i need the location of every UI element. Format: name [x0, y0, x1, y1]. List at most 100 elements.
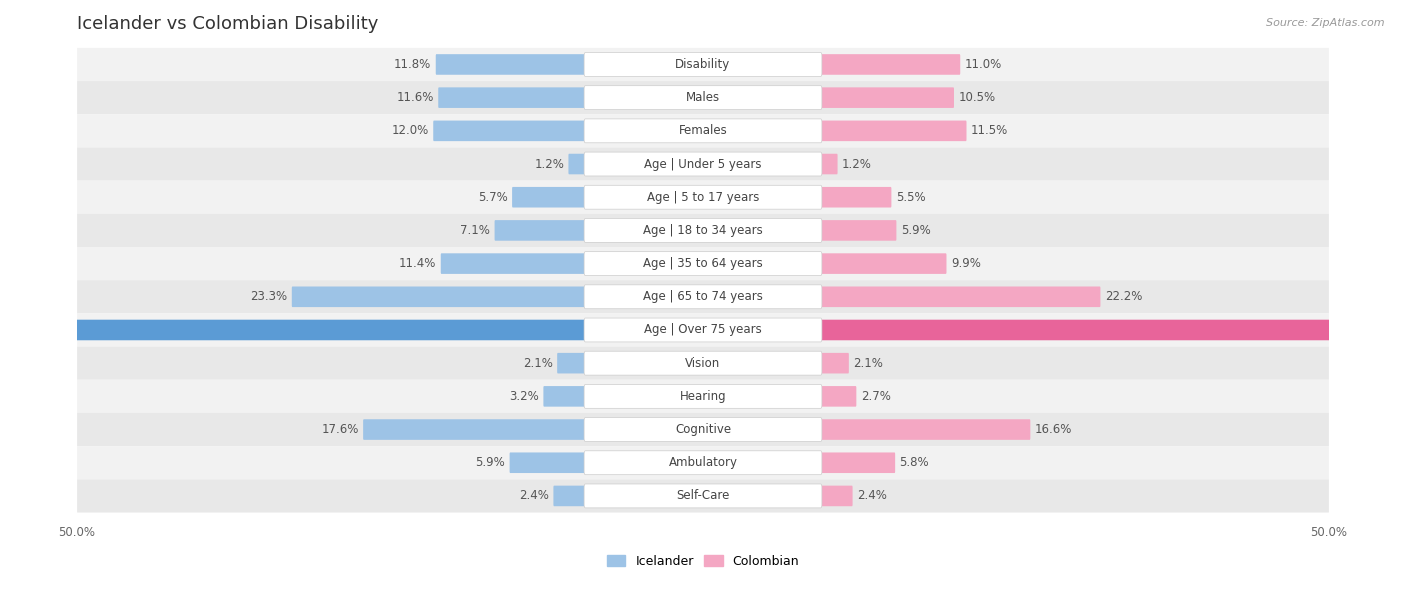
FancyBboxPatch shape: [583, 417, 823, 441]
FancyBboxPatch shape: [557, 353, 585, 373]
Text: 46.7%: 46.7%: [6, 324, 46, 337]
Text: Age | Under 5 years: Age | Under 5 years: [644, 157, 762, 171]
Text: 11.0%: 11.0%: [965, 58, 1002, 71]
Text: Hearing: Hearing: [679, 390, 727, 403]
Text: 3.2%: 3.2%: [509, 390, 538, 403]
Text: 11.5%: 11.5%: [972, 124, 1008, 137]
FancyBboxPatch shape: [77, 346, 1329, 380]
Legend: Icelander, Colombian: Icelander, Colombian: [602, 550, 804, 573]
FancyBboxPatch shape: [77, 380, 1329, 413]
FancyBboxPatch shape: [77, 280, 1329, 313]
Text: 2.4%: 2.4%: [519, 490, 548, 502]
Text: Disability: Disability: [675, 58, 731, 71]
Text: 5.9%: 5.9%: [475, 456, 505, 469]
FancyBboxPatch shape: [583, 484, 823, 508]
FancyBboxPatch shape: [436, 54, 585, 75]
FancyBboxPatch shape: [821, 452, 896, 473]
Text: 5.5%: 5.5%: [896, 191, 925, 204]
Text: Cognitive: Cognitive: [675, 423, 731, 436]
Text: 1.2%: 1.2%: [534, 157, 564, 171]
FancyBboxPatch shape: [77, 81, 1329, 114]
FancyBboxPatch shape: [821, 88, 955, 108]
FancyBboxPatch shape: [583, 119, 823, 143]
FancyBboxPatch shape: [77, 147, 1329, 181]
Text: Age | 5 to 17 years: Age | 5 to 17 years: [647, 191, 759, 204]
FancyBboxPatch shape: [77, 446, 1329, 479]
FancyBboxPatch shape: [821, 187, 891, 207]
FancyBboxPatch shape: [77, 214, 1329, 247]
FancyBboxPatch shape: [583, 86, 823, 110]
Text: 2.7%: 2.7%: [860, 390, 890, 403]
Text: 9.9%: 9.9%: [950, 257, 981, 270]
FancyBboxPatch shape: [821, 154, 838, 174]
FancyBboxPatch shape: [509, 452, 585, 473]
Text: 10.5%: 10.5%: [959, 91, 995, 104]
FancyBboxPatch shape: [821, 419, 1031, 440]
FancyBboxPatch shape: [583, 53, 823, 76]
Text: Age | 65 to 74 years: Age | 65 to 74 years: [643, 290, 763, 304]
FancyBboxPatch shape: [583, 451, 823, 475]
FancyBboxPatch shape: [77, 247, 1329, 280]
Text: Age | Over 75 years: Age | Over 75 years: [644, 324, 762, 337]
FancyBboxPatch shape: [440, 253, 585, 274]
FancyBboxPatch shape: [554, 486, 585, 506]
Text: 11.4%: 11.4%: [399, 257, 436, 270]
Text: 1.2%: 1.2%: [842, 157, 872, 171]
FancyBboxPatch shape: [77, 479, 1329, 512]
FancyBboxPatch shape: [363, 419, 585, 440]
FancyBboxPatch shape: [495, 220, 585, 241]
Text: Vision: Vision: [685, 357, 721, 370]
FancyBboxPatch shape: [292, 286, 585, 307]
Text: 46.7%: 46.7%: [1360, 324, 1400, 337]
Text: Age | 35 to 64 years: Age | 35 to 64 years: [643, 257, 763, 270]
FancyBboxPatch shape: [77, 114, 1329, 147]
Text: 5.9%: 5.9%: [901, 224, 931, 237]
FancyBboxPatch shape: [568, 154, 585, 174]
FancyBboxPatch shape: [821, 319, 1406, 340]
FancyBboxPatch shape: [821, 54, 960, 75]
FancyBboxPatch shape: [583, 185, 823, 209]
Text: 2.4%: 2.4%: [858, 490, 887, 502]
FancyBboxPatch shape: [821, 386, 856, 406]
Text: 16.6%: 16.6%: [1035, 423, 1073, 436]
Text: Females: Females: [679, 124, 727, 137]
Text: Source: ZipAtlas.com: Source: ZipAtlas.com: [1267, 18, 1385, 28]
Text: 17.6%: 17.6%: [322, 423, 359, 436]
FancyBboxPatch shape: [77, 48, 1329, 81]
FancyBboxPatch shape: [583, 152, 823, 176]
FancyBboxPatch shape: [821, 486, 852, 506]
FancyBboxPatch shape: [821, 121, 966, 141]
FancyBboxPatch shape: [543, 386, 585, 406]
FancyBboxPatch shape: [77, 413, 1329, 446]
Text: 11.8%: 11.8%: [394, 58, 432, 71]
FancyBboxPatch shape: [0, 319, 585, 340]
FancyBboxPatch shape: [583, 285, 823, 308]
Text: 22.2%: 22.2%: [1105, 290, 1142, 304]
FancyBboxPatch shape: [583, 218, 823, 242]
FancyBboxPatch shape: [512, 187, 585, 207]
FancyBboxPatch shape: [821, 220, 897, 241]
Text: 7.1%: 7.1%: [460, 224, 491, 237]
Text: Self-Care: Self-Care: [676, 490, 730, 502]
Text: 5.8%: 5.8%: [900, 456, 929, 469]
FancyBboxPatch shape: [821, 253, 946, 274]
FancyBboxPatch shape: [77, 181, 1329, 214]
FancyBboxPatch shape: [583, 384, 823, 408]
Text: 5.7%: 5.7%: [478, 191, 508, 204]
Text: 12.0%: 12.0%: [392, 124, 429, 137]
FancyBboxPatch shape: [433, 121, 585, 141]
FancyBboxPatch shape: [439, 88, 585, 108]
FancyBboxPatch shape: [821, 353, 849, 373]
Text: Ambulatory: Ambulatory: [668, 456, 738, 469]
Text: Males: Males: [686, 91, 720, 104]
FancyBboxPatch shape: [583, 318, 823, 342]
Text: 2.1%: 2.1%: [523, 357, 553, 370]
Text: 23.3%: 23.3%: [250, 290, 287, 304]
Text: 2.1%: 2.1%: [853, 357, 883, 370]
FancyBboxPatch shape: [583, 351, 823, 375]
FancyBboxPatch shape: [583, 252, 823, 275]
FancyBboxPatch shape: [77, 313, 1329, 346]
Text: Icelander vs Colombian Disability: Icelander vs Colombian Disability: [77, 15, 378, 33]
Text: 11.6%: 11.6%: [396, 91, 434, 104]
Text: Age | 18 to 34 years: Age | 18 to 34 years: [643, 224, 763, 237]
